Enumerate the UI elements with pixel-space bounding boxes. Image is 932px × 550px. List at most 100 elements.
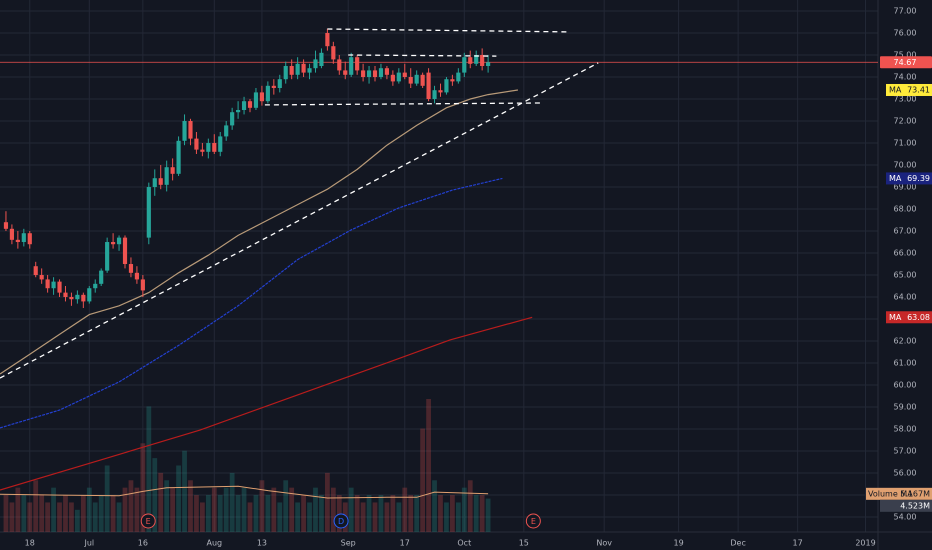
volume-bar	[98, 495, 104, 532]
volume-bar	[283, 480, 289, 532]
volume-bar	[378, 495, 384, 532]
x-tick-label: 17	[793, 539, 803, 548]
x-tick-label: 16	[138, 539, 148, 548]
volume-bar	[390, 495, 396, 532]
volume-bar	[307, 502, 312, 532]
volume-bar	[69, 502, 74, 532]
y-tick-label: 58.00	[894, 425, 917, 434]
candle-body	[313, 59, 318, 69]
candle-body	[51, 281, 56, 289]
y-tick-label: 57.00	[894, 447, 917, 456]
candle-body	[200, 149, 205, 152]
ma-label-name: MA	[889, 85, 902, 94]
volume-bar	[146, 406, 152, 532]
x-tick-label: 17	[400, 539, 410, 548]
candle-body	[486, 62, 491, 67]
volume-bar	[485, 498, 491, 532]
volume-bar	[188, 480, 193, 532]
volume-bar	[461, 487, 467, 532]
volume-bar	[75, 509, 80, 532]
y-tick-label: 59.00	[894, 403, 917, 412]
volume-bar	[152, 458, 158, 532]
volume-bar	[110, 495, 116, 532]
candle-body	[307, 68, 312, 73]
volume-bar	[3, 495, 9, 532]
candle-body	[420, 74, 425, 86]
volume-bar	[51, 487, 56, 532]
event-marker	[140, 513, 156, 529]
candle-body	[111, 242, 116, 245]
candle-body	[188, 121, 193, 139]
volume-bar	[134, 487, 140, 532]
volume-bar	[289, 487, 295, 532]
candle-body	[253, 92, 259, 108]
volume-ma-label-name: Volume MA	[868, 489, 913, 498]
volume-ma-label-bg	[866, 487, 932, 500]
volume-bar	[223, 487, 229, 532]
candle-body	[319, 52, 324, 67]
y-tick-label: 61.00	[894, 359, 917, 368]
volume-bar	[396, 502, 402, 532]
volume-bar	[176, 465, 181, 532]
candle-body	[176, 140, 181, 174]
volume-bar	[467, 480, 473, 532]
candle-body	[432, 90, 437, 100]
volume-bar	[366, 495, 372, 532]
volume-bar	[80, 495, 86, 532]
ma-label-bg	[886, 172, 932, 185]
candle-body	[33, 266, 38, 276]
candle-body	[206, 143, 211, 152]
volume-bar	[247, 502, 253, 532]
candle-body	[384, 68, 389, 75]
x-tick-label: Jul	[83, 539, 94, 548]
candle-body	[402, 72, 407, 78]
volume-bar	[182, 450, 187, 532]
candle-body	[87, 288, 92, 302]
candle-body	[15, 239, 20, 243]
candle-body	[224, 125, 229, 137]
event-marker	[333, 513, 349, 529]
x-tick-label: 13	[257, 539, 267, 548]
candle-body	[146, 187, 151, 238]
volume-bar	[295, 502, 301, 532]
candle-body	[366, 70, 372, 78]
volume-bar	[348, 487, 354, 532]
ma-label-value: 73.41	[907, 85, 930, 94]
candle-body	[57, 281, 62, 293]
candle-body	[462, 57, 467, 73]
volume-bar	[420, 428, 426, 532]
trend-line	[0, 62, 599, 379]
candle-body	[396, 72, 401, 82]
x-tick-label: Sep	[341, 539, 356, 548]
volume-bar	[200, 502, 205, 532]
event-marker	[525, 513, 541, 529]
candle-body	[3, 222, 9, 229]
volume-bar	[259, 480, 265, 532]
volume-bar	[438, 495, 443, 532]
y-tick-label: 62.00	[894, 337, 917, 346]
volume-bar	[408, 495, 414, 532]
volume-bar	[313, 487, 318, 532]
volume-bar	[241, 487, 247, 532]
candle-body	[259, 92, 264, 102]
candle-body	[301, 63, 306, 73]
y-tick-label: 72.00	[894, 117, 917, 126]
volume-bar	[450, 495, 455, 532]
candle-body	[93, 283, 98, 289]
candle-body	[39, 275, 44, 280]
candle-body	[349, 57, 354, 75]
candle-body	[182, 121, 187, 141]
x-tick-label: Aug	[206, 539, 222, 548]
y-tick-label: 71.00	[894, 139, 917, 148]
volume-bar	[253, 495, 259, 532]
y-tick-label: 69.00	[894, 183, 917, 192]
volume-bar	[39, 495, 45, 532]
volume-bar	[360, 502, 366, 532]
volume-bar	[158, 472, 164, 532]
volume-bar	[473, 495, 479, 532]
volume-bar	[63, 495, 68, 532]
trend-line	[348, 54, 497, 57]
candle-body	[480, 55, 485, 67]
x-tick-label: 19	[673, 539, 683, 548]
